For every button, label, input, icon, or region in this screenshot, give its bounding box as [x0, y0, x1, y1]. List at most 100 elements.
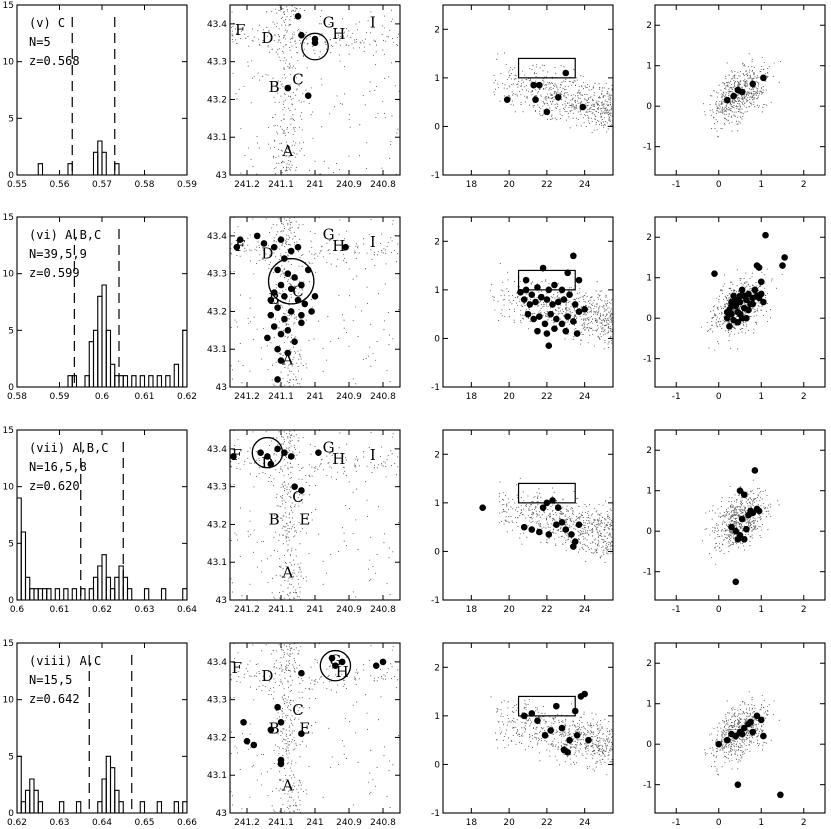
field-galaxy-point — [280, 566, 282, 568]
cc-ytick-label: 2 — [646, 233, 652, 243]
field-galaxy-point — [718, 312, 721, 314]
field-galaxy-point — [260, 560, 262, 562]
field-galaxy-point — [606, 549, 608, 551]
field-galaxy-point — [507, 521, 509, 523]
field-galaxy-point — [758, 289, 760, 291]
field-galaxy-point — [734, 309, 736, 311]
field-galaxy-point — [720, 103, 722, 105]
field-galaxy-point — [722, 322, 725, 324]
field-galaxy-point — [604, 117, 606, 119]
field-galaxy-point — [580, 94, 582, 96]
field-galaxy-point — [745, 95, 747, 98]
field-galaxy-point — [278, 345, 281, 347]
member-galaxy-point — [745, 306, 752, 314]
field-galaxy-point — [567, 301, 569, 303]
field-galaxy-point — [328, 240, 330, 242]
field-galaxy-point — [730, 83, 733, 85]
field-galaxy-point — [604, 108, 607, 110]
field-galaxy-point — [298, 224, 300, 226]
field-galaxy-point — [504, 84, 506, 86]
field-galaxy-point — [292, 378, 295, 381]
field-galaxy-point — [258, 459, 260, 462]
field-galaxy-point — [357, 458, 359, 460]
field-galaxy-point — [330, 263, 332, 265]
field-galaxy-point — [728, 108, 730, 110]
field-galaxy-point — [601, 107, 603, 109]
field-galaxy-point — [293, 127, 295, 129]
field-galaxy-point — [609, 321, 611, 323]
field-galaxy-point — [279, 87, 281, 89]
field-galaxy-point — [539, 516, 542, 518]
field-galaxy-point — [287, 243, 289, 246]
field-galaxy-point — [607, 128, 609, 130]
field-galaxy-point — [361, 310, 363, 312]
field-galaxy-point — [713, 117, 715, 119]
cluster-label: F — [235, 237, 245, 255]
field-galaxy-point — [525, 97, 528, 99]
field-galaxy-point — [341, 18, 344, 20]
field-galaxy-point — [556, 314, 558, 316]
field-galaxy-point — [590, 107, 592, 109]
field-galaxy-point — [283, 101, 285, 103]
field-galaxy-point — [298, 505, 300, 507]
field-galaxy-point — [362, 358, 364, 360]
field-galaxy-point — [506, 505, 508, 507]
sky-ytick-label: 43.2 — [207, 307, 227, 317]
histogram-xtick-label: 0.6 — [95, 392, 110, 402]
field-galaxy-point — [234, 39, 237, 41]
field-galaxy-point — [295, 434, 297, 436]
field-galaxy-point — [394, 462, 396, 464]
field-galaxy-point — [577, 95, 579, 97]
field-galaxy-point — [291, 118, 293, 120]
field-galaxy-point — [321, 245, 323, 247]
field-galaxy-point — [742, 100, 744, 102]
field-galaxy-point — [382, 252, 384, 254]
field-galaxy-point — [608, 331, 610, 333]
field-galaxy-point — [723, 84, 725, 86]
field-galaxy-point — [594, 330, 596, 332]
field-galaxy-point — [593, 109, 595, 111]
field-galaxy-point — [294, 504, 296, 506]
field-galaxy-point — [299, 281, 301, 283]
field-galaxy-point — [284, 170, 286, 172]
field-galaxy-point — [602, 314, 604, 316]
cmd-ytick-label: 1 — [434, 286, 440, 296]
field-galaxy-point — [285, 324, 287, 326]
field-galaxy-point — [252, 218, 254, 220]
field-galaxy-point — [273, 450, 275, 452]
field-galaxy-point — [283, 499, 285, 501]
field-galaxy-point — [287, 65, 289, 67]
field-galaxy-point — [721, 100, 723, 102]
field-galaxy-point — [277, 231, 279, 233]
field-galaxy-point — [545, 99, 547, 101]
field-galaxy-point — [754, 73, 756, 75]
field-galaxy-point — [296, 88, 298, 90]
field-galaxy-point — [295, 336, 297, 338]
member-galaxy-point — [287, 308, 295, 315]
field-galaxy-point — [596, 100, 598, 102]
sky-xtick-label: 240.8 — [370, 180, 396, 190]
field-galaxy-point — [348, 119, 350, 121]
field-galaxy-point — [230, 466, 232, 468]
field-galaxy-point — [730, 103, 733, 106]
field-galaxy-point — [502, 492, 504, 494]
field-galaxy-point — [297, 578, 299, 580]
field-galaxy-point — [567, 509, 569, 511]
field-galaxy-point — [505, 516, 507, 518]
field-galaxy-point — [555, 514, 557, 516]
field-galaxy-point — [584, 545, 587, 547]
field-galaxy-point — [586, 86, 588, 89]
field-galaxy-point — [585, 319, 587, 322]
field-galaxy-point — [513, 281, 516, 283]
field-galaxy-point — [733, 74, 735, 76]
field-galaxy-point — [588, 306, 590, 308]
field-galaxy-point — [283, 526, 286, 528]
field-galaxy-point — [302, 93, 304, 95]
field-galaxy-point — [271, 10, 273, 12]
field-galaxy-point — [282, 160, 284, 162]
field-galaxy-point — [529, 298, 532, 300]
field-galaxy-point — [256, 135, 258, 137]
field-galaxy-point — [342, 253, 344, 255]
field-galaxy-point — [383, 461, 385, 463]
field-galaxy-point — [348, 155, 350, 157]
